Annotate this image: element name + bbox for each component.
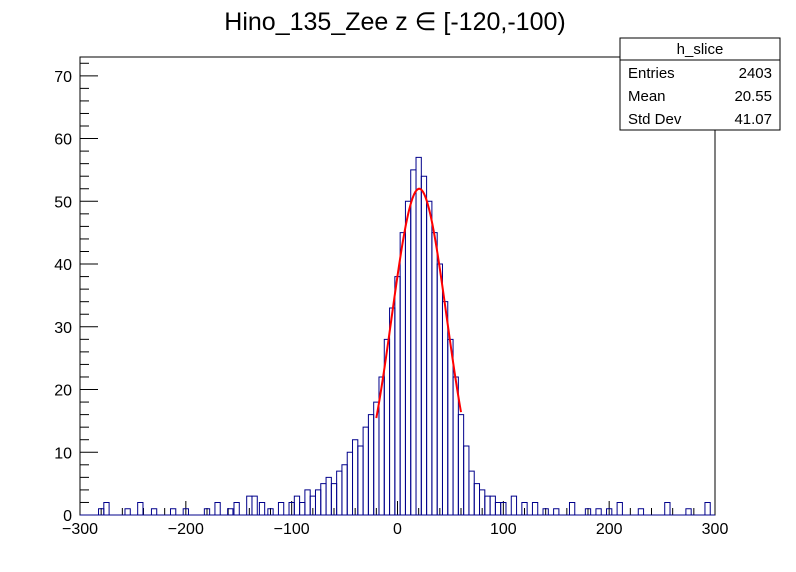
histogram-bin (473, 483, 481, 515)
y-tick-label: 70 (54, 69, 72, 86)
histogram-bin (489, 495, 496, 515)
y-axis: 0 10 20 30 40 50 60 70 (54, 62, 98, 525)
histogram-bin (320, 483, 327, 515)
stats-mean-label: Mean (628, 88, 666, 105)
histogram-bin (346, 451, 354, 515)
histogram-bin (457, 414, 465, 515)
stats-stddev-label: Std Dev (628, 111, 682, 128)
histogram-bin (336, 470, 343, 515)
histogram-bin (277, 501, 285, 515)
histogram-bin (468, 470, 475, 515)
histogram-bin (531, 501, 539, 515)
stats-box: h_slice Entries 2403 Mean 20.55 Std Dev … (619, 37, 781, 131)
histogram-bin (500, 501, 507, 515)
histogram-bin (637, 508, 645, 515)
histogram-bin (373, 401, 380, 515)
histogram-bin (436, 263, 443, 515)
histogram-bin (169, 508, 177, 515)
histogram-bin (258, 501, 266, 515)
histogram-bin (357, 445, 364, 515)
histogram-bin (685, 508, 692, 515)
histogram-bin (325, 476, 332, 515)
fit-curve (375, 187, 462, 419)
x-tick-label: −200 (168, 521, 204, 538)
histogram-bin (251, 495, 258, 515)
histogram-bin (494, 501, 502, 515)
histogram-bin (352, 439, 359, 515)
stats-box-title: h_slice (677, 41, 724, 58)
stats-box-frame (619, 37, 781, 131)
histogram-bin (542, 508, 549, 515)
stats-entries-value: 2403 (739, 65, 772, 82)
histogram-bin (447, 338, 454, 515)
histogram-bin (568, 501, 576, 515)
histogram-bin (389, 307, 396, 515)
stats-entries-label: Entries (628, 65, 675, 82)
histogram-bin (616, 501, 623, 515)
y-tick-label: 30 (54, 320, 72, 337)
histogram-bin (314, 489, 322, 515)
histogram-bin (124, 508, 131, 515)
histogram-bin (426, 200, 433, 515)
histogram-bin (399, 232, 406, 515)
x-tick-label: 0 (393, 521, 402, 538)
stats-mean-value: 20.55 (734, 88, 772, 105)
histogram-bin (606, 508, 613, 515)
y-tick-label: 60 (54, 132, 72, 149)
histogram-bin (521, 501, 528, 515)
histogram-bin (595, 508, 602, 515)
y-tick-label: 10 (54, 445, 72, 462)
histogram-bin (137, 501, 144, 515)
histogram-bin (484, 495, 491, 515)
histogram-bin (463, 445, 470, 515)
gaussian-fit-line (375, 187, 462, 419)
x-tick-label: 200 (596, 521, 623, 538)
histogram-bin (420, 175, 428, 515)
histogram-bin (214, 501, 221, 515)
histogram-bin (150, 508, 158, 515)
histogram-bin (293, 495, 301, 515)
histogram-bin (362, 426, 369, 515)
y-tick-label: 0 (63, 508, 72, 525)
histogram-bin (227, 508, 234, 515)
histogram-bins (80, 156, 715, 516)
histogram-bin (182, 508, 189, 515)
stats-stddev-value: 41.07 (734, 111, 772, 128)
histogram-bin (367, 414, 375, 515)
histogram-bin (404, 200, 412, 515)
histogram-bin (103, 501, 110, 515)
histogram-bin (704, 501, 711, 515)
y-tick-label: 20 (54, 383, 72, 400)
histogram-bin (431, 232, 438, 515)
histogram-bin (441, 301, 449, 515)
histogram-bin (233, 501, 240, 515)
histogram-bin (510, 495, 518, 515)
x-tick-label: 100 (490, 521, 517, 538)
histogram-bin (299, 501, 306, 515)
histogram-bin (394, 276, 401, 515)
histogram-bin (410, 169, 417, 515)
x-axis: −300 −200 −100 0 100 200 300 (62, 501, 728, 538)
histogram-bin (664, 501, 671, 515)
chart-title: Hino_135_Zee z ∈ [-120,-100) (224, 8, 565, 36)
histogram-bin (584, 508, 592, 515)
x-tick-label: −300 (62, 521, 98, 538)
histogram-bin (304, 489, 311, 515)
x-tick-label: 300 (702, 521, 729, 538)
y-tick-label: 40 (54, 257, 72, 274)
y-tick-label: 50 (54, 194, 72, 211)
histogram-bin (553, 508, 560, 515)
histogram-bin (415, 156, 422, 515)
x-tick-label: −100 (274, 521, 310, 538)
histogram-bin (341, 464, 348, 515)
histogram-bin (203, 508, 211, 515)
histogram-bin (267, 508, 274, 515)
